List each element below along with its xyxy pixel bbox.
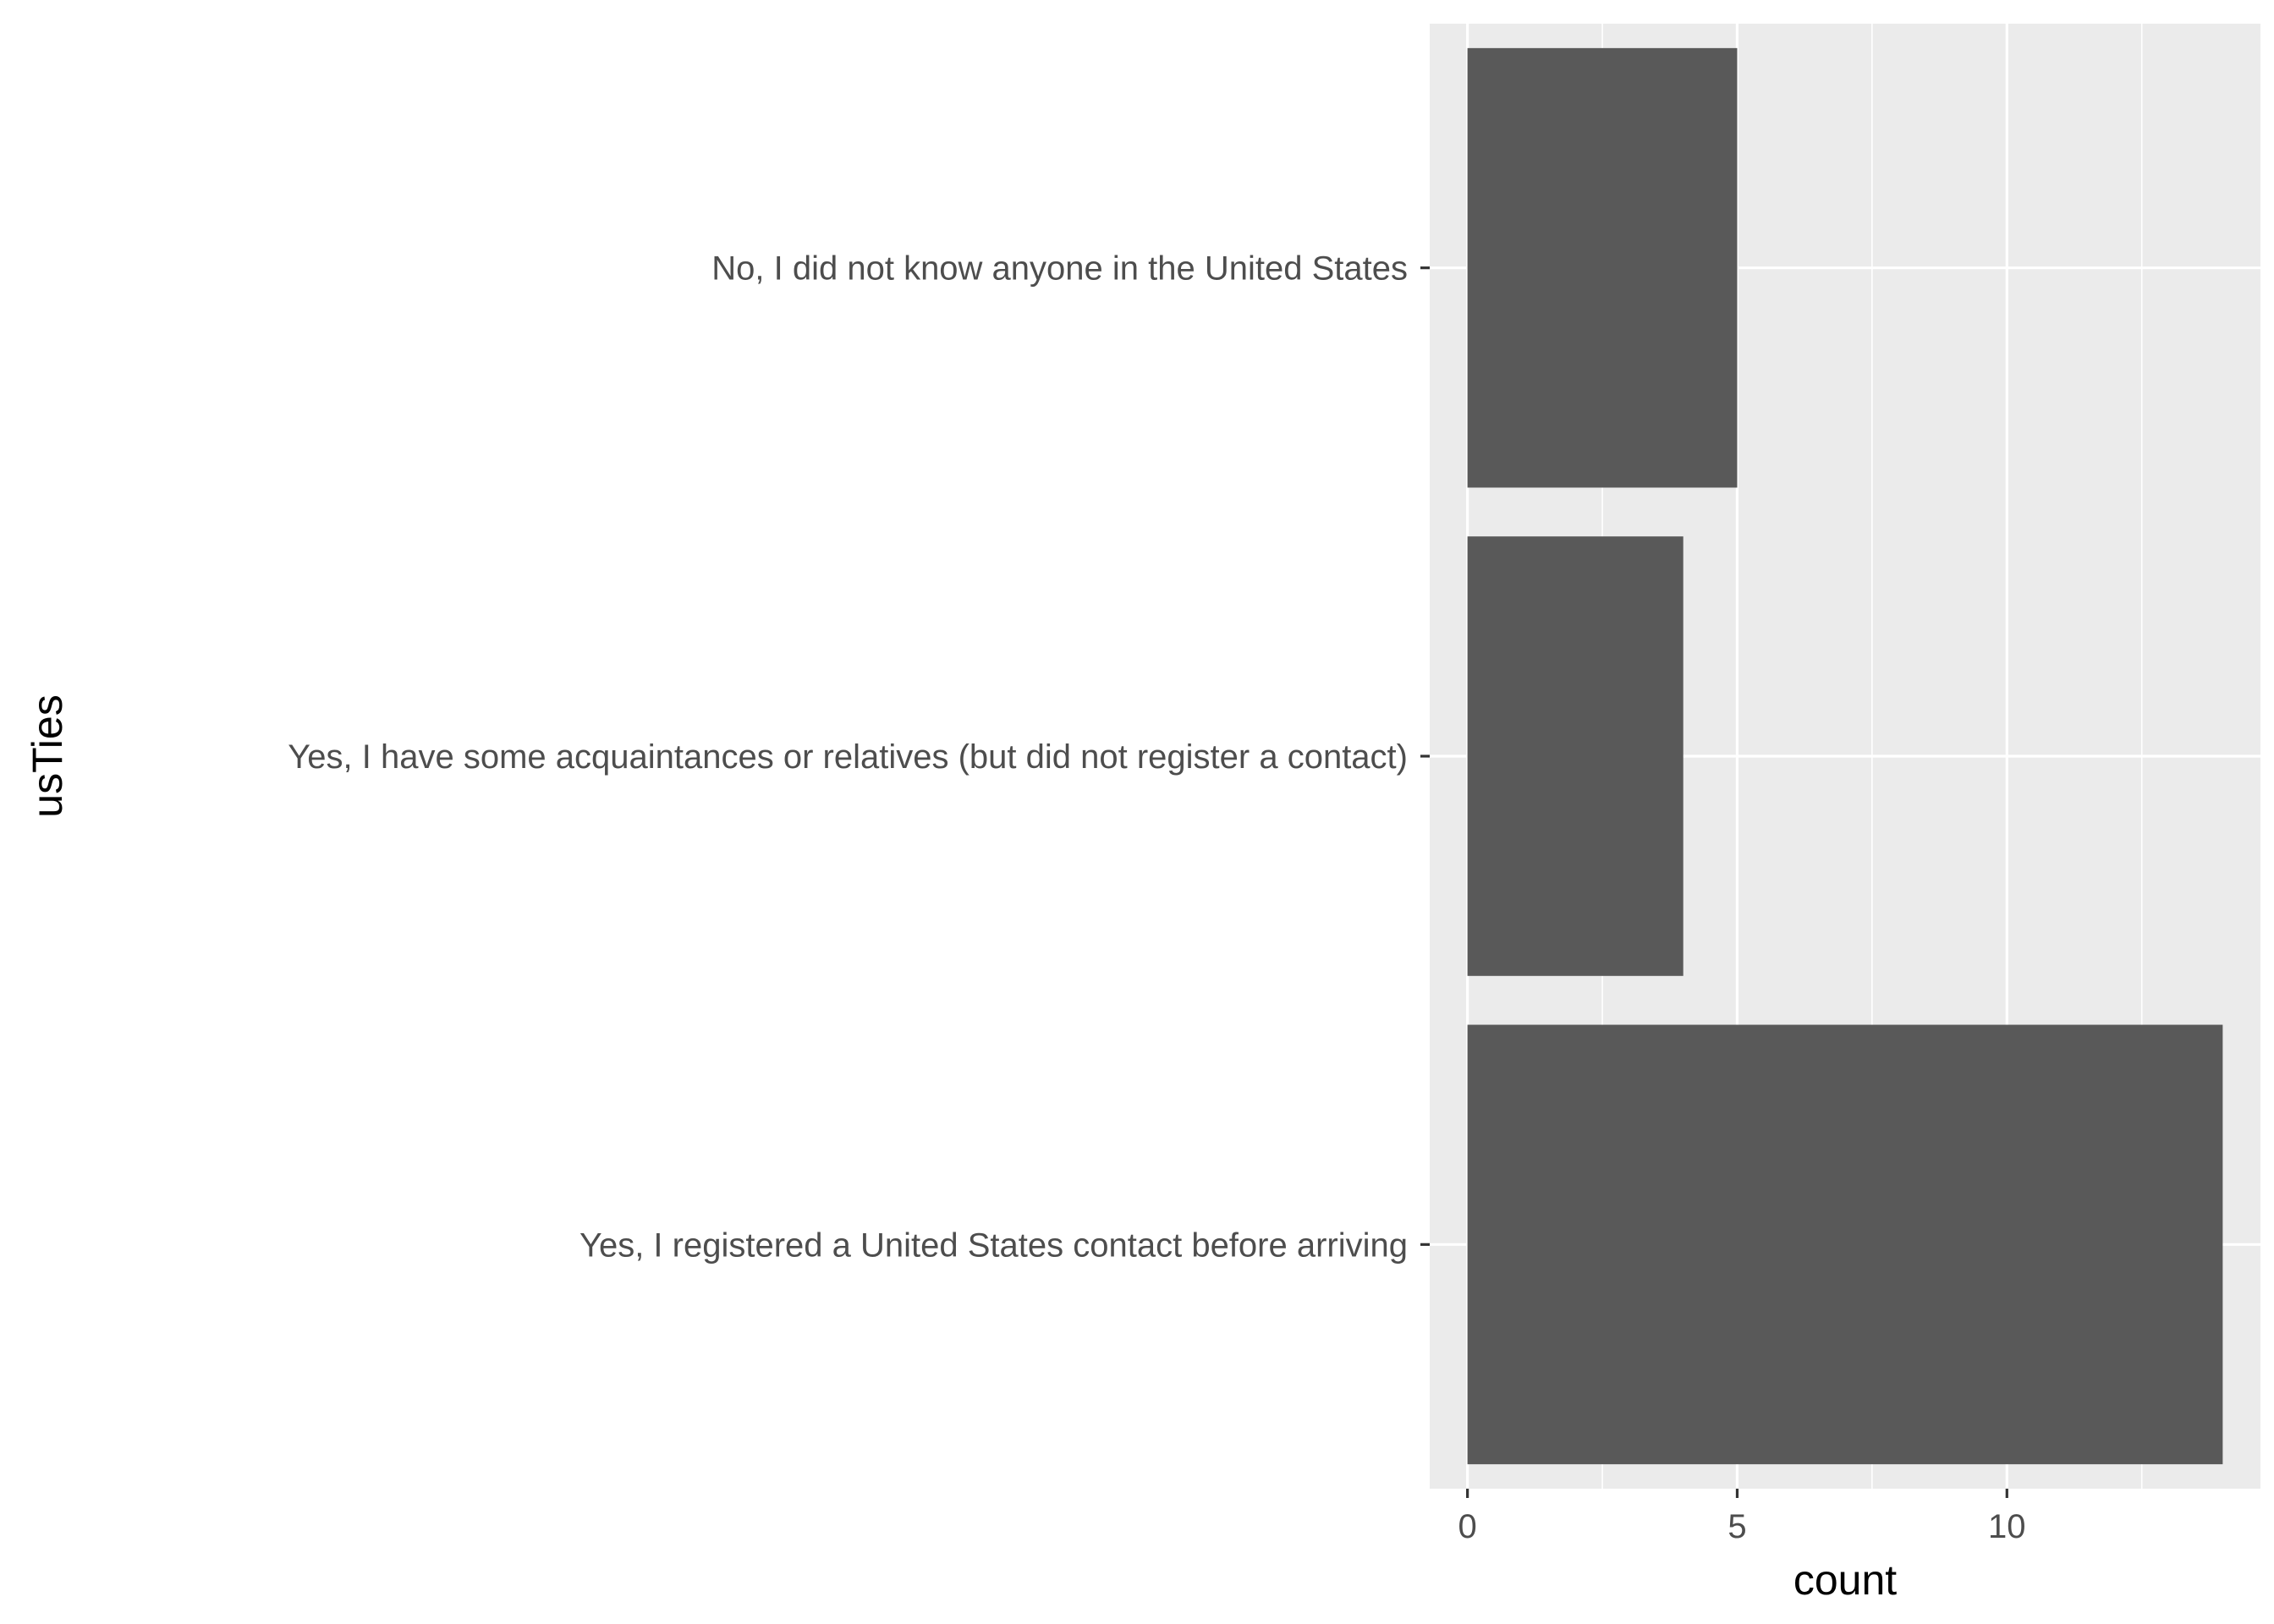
bars — [1467, 47, 2223, 1465]
y-tick-label: Yes, I have some acquaintances or relati… — [288, 738, 1408, 776]
x-tick-label: 10 — [1988, 1508, 2026, 1545]
x-axis-title: count — [1793, 1556, 1897, 1604]
x-tick-label: 5 — [1727, 1508, 1746, 1545]
y-tick-label: No, I did not know anyone in the United … — [711, 250, 1408, 288]
y-tick-label: Yes, I registered a United States contac… — [579, 1226, 1408, 1264]
bar-1 — [1467, 47, 1738, 488]
y-axis: No, I did not know anyone in the United … — [288, 250, 1430, 1264]
bar-3 — [1467, 1024, 2223, 1465]
y-axis-title: usTies — [24, 694, 71, 817]
bar-2 — [1467, 536, 1684, 976]
x-axis: 0 5 10 — [1458, 1489, 2026, 1545]
x-tick-label: 0 — [1458, 1508, 1477, 1545]
